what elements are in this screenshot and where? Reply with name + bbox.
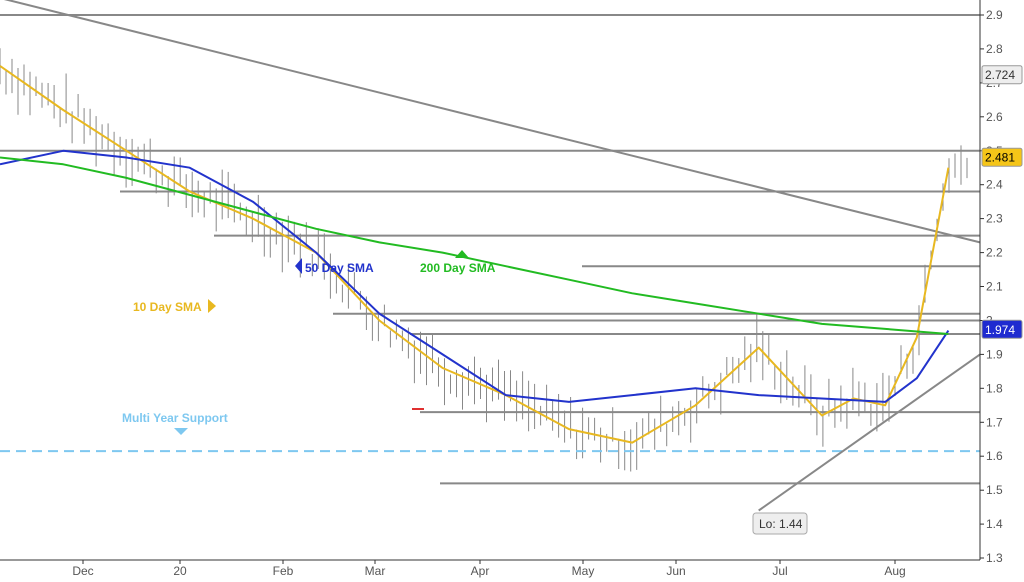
horizontal-levels [0, 14, 980, 485]
price-badge [981, 65, 1023, 85]
y-tick-label: 2.6 [986, 110, 1003, 124]
annotations: 10 Day SMA 50 Day SMA 200 Day SMA Multi … [122, 250, 808, 535]
y-tick-label: 1.4 [986, 517, 1003, 531]
sma200-label: 200 Day SMA [420, 261, 496, 275]
x-tick-label: Apr [471, 564, 490, 578]
y-tick-label: 1.5 [986, 483, 1003, 497]
y-tick-label: 2.3 [986, 212, 1003, 226]
low-label: Lo: 1.44 [759, 517, 803, 531]
series-line-1 [0, 149, 950, 403]
y-tick-label: 1.9 [986, 347, 1003, 361]
price-badge [981, 147, 1023, 167]
sma50-label: 50 Day SMA [305, 261, 374, 275]
y-tick-label: 1.7 [986, 415, 1003, 429]
trendlines [3, 0, 981, 512]
support-marker-icon [174, 428, 188, 435]
axes [0, 0, 981, 561]
sma-lines [0, 65, 950, 444]
x-tick-label: Feb [273, 564, 294, 578]
y-tick-label: 1.6 [986, 449, 1003, 463]
price-badge-label: 2.724 [985, 68, 1015, 82]
support-label: Multi Year Support [122, 411, 228, 425]
price-badge [981, 319, 1023, 339]
y-tick-label: 2.8 [986, 42, 1003, 56]
y-tick-label: 1.8 [986, 381, 1003, 395]
x-tick-label: Dec [72, 564, 93, 578]
trendline [758, 353, 981, 512]
sma200-marker-icon [455, 250, 469, 258]
sma10-marker-icon [208, 299, 216, 313]
y-tick-label: 2.2 [986, 246, 1003, 260]
x-tick-label: Mar [365, 564, 386, 578]
y-tick-label: 2.9 [986, 8, 1003, 22]
price-badges: 2.724 2.481 1.974 [981, 65, 1023, 339]
price-badge-label: 1.974 [985, 323, 1015, 337]
x-tick-label: Aug [884, 564, 905, 578]
x-tick-label: May [572, 564, 595, 578]
low-badge [752, 512, 808, 535]
y-tick-label: 2.1 [986, 280, 1003, 294]
trendline [3, 0, 981, 244]
x-tick-labels: Dec 20 Feb Mar Apr May Jun Jul Aug [72, 560, 906, 578]
sma50-marker-icon [295, 258, 302, 274]
price-badge-label: 2.481 [985, 151, 1015, 165]
y-tick-label: 1.3 [986, 551, 1003, 565]
x-tick-label: Jul [772, 564, 787, 578]
y-tick-label: 2.4 [986, 178, 1003, 192]
x-tick-label: Jun [666, 564, 685, 578]
series-line-2 [0, 156, 949, 335]
sma10-label: 10 Day SMA [133, 300, 202, 314]
x-tick-label: 20 [173, 564, 187, 578]
